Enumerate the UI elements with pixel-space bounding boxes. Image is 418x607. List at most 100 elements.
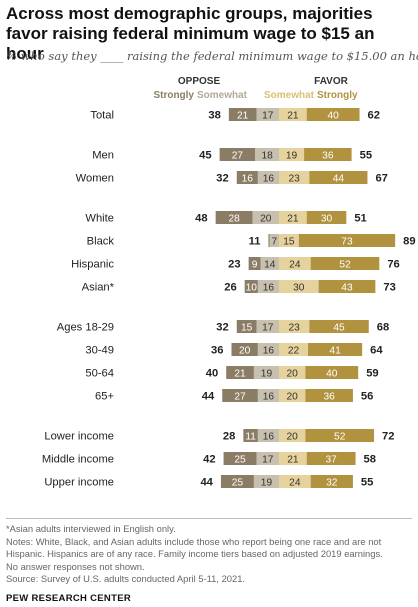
row-label: Hispanic: [71, 258, 114, 270]
bar-strongly-favor: [310, 475, 353, 488]
bar-somewhat-oppose: [253, 366, 279, 379]
label-somewhat-oppose: 18: [261, 150, 273, 161]
label-strongly-oppose: 20: [239, 345, 251, 356]
label-somewhat-favor: 20: [287, 391, 299, 402]
bar-strongly-favor: [305, 366, 359, 379]
label-somewhat-oppose: 20: [260, 213, 272, 224]
label-somewhat-oppose: 17: [262, 322, 274, 333]
bar-strongly-oppose: [226, 366, 254, 379]
bar-strongly-oppose: [248, 257, 261, 270]
bar-strongly-favor: [309, 320, 369, 333]
bar-strongly-oppose: [268, 234, 270, 247]
label-strongly-oppose: 27: [232, 150, 244, 161]
favor-total: 58: [364, 453, 376, 465]
bar-somewhat-favor: [279, 343, 309, 356]
label-somewhat-favor: 19: [286, 150, 298, 161]
label-strongly-oppose: 11: [245, 431, 256, 442]
label-strongly-favor: 36: [323, 391, 335, 402]
label-strongly-oppose: 15: [241, 322, 253, 333]
bar-somewhat-oppose: [256, 108, 279, 121]
label-somewhat-favor: 24: [289, 477, 301, 488]
bar-strongly-favor: [304, 148, 352, 161]
label-strongly-oppose: 28: [228, 213, 240, 224]
row-label: 50-64: [85, 367, 114, 379]
oppose-total: 48: [195, 212, 207, 224]
bar-somewhat-favor: [279, 211, 307, 224]
oppose-total: 32: [216, 321, 228, 333]
label-strongly-favor: 43: [341, 282, 353, 293]
label-somewhat-favor: 23: [289, 173, 301, 184]
label-strongly-favor: 45: [333, 322, 345, 333]
bar-somewhat-favor: [279, 171, 310, 184]
bar-strongly-favor: [306, 211, 347, 224]
notes: *Asian adults interviewed in English onl…: [6, 523, 414, 586]
bar-somewhat-favor: [279, 320, 310, 333]
label-somewhat-favor: 21: [287, 454, 299, 465]
oppose-total: 36: [211, 344, 223, 356]
label-strongly-oppose: 27: [234, 391, 246, 402]
favor-total: 55: [361, 476, 373, 488]
favor-total: 51: [354, 212, 366, 224]
legend-somewhat-favor: Somewhat: [264, 90, 315, 101]
bar-somewhat-oppose: [256, 452, 279, 465]
bar-somewhat-favor: [279, 257, 311, 270]
favor-total: 62: [368, 109, 380, 121]
bar-strongly-oppose: [215, 211, 253, 224]
label-strongly-oppose: 25: [234, 454, 246, 465]
favor-total: 89: [403, 235, 415, 247]
bar-somewhat-oppose: [257, 389, 279, 402]
label-strongly-favor: 44: [333, 173, 345, 184]
note-race: Notes: White, Black, and Asian adults in…: [6, 535, 382, 547]
oppose-total: 44: [200, 476, 213, 488]
label-strongly-oppose: 16: [242, 173, 254, 184]
bar-somewhat-oppose: [253, 475, 279, 488]
bar-somewhat-oppose: [257, 171, 279, 184]
label-strongly-favor: 36: [322, 150, 334, 161]
label-somewhat-oppose: 19: [261, 477, 273, 488]
bar-strongly-favor: [305, 389, 353, 402]
oppose-total: 42: [203, 453, 215, 465]
oppose-total: 40: [206, 367, 218, 379]
label-somewhat-favor: 15: [283, 236, 295, 247]
label-somewhat-favor: 20: [287, 368, 299, 379]
bar-strongly-oppose: [220, 475, 254, 488]
bar-strongly-oppose: [243, 429, 258, 442]
label-somewhat-oppose: 19: [261, 368, 273, 379]
label-somewhat-favor: 20: [287, 431, 299, 442]
bar-strongly-oppose: [219, 148, 256, 161]
label-somewhat-oppose: 17: [262, 454, 274, 465]
bar-somewhat-favor: [279, 452, 307, 465]
bar-somewhat-oppose: [257, 429, 279, 442]
bar-somewhat-favor: [279, 366, 306, 379]
favor-total: 67: [375, 172, 387, 184]
row-label: Upper income: [44, 476, 114, 488]
label-somewhat-favor: 30: [293, 282, 305, 293]
favor-total: 55: [360, 149, 372, 161]
bar-strongly-oppose: [244, 280, 258, 293]
oppose-header: OPPOSE: [178, 76, 221, 87]
favor-total: 68: [377, 321, 389, 333]
oppose-total: 32: [216, 172, 228, 184]
oppose-total: 26: [224, 281, 236, 293]
label-somewhat-favor: 23: [289, 322, 301, 333]
bar-strongly-favor: [318, 280, 376, 293]
label-somewhat-favor: 22: [288, 345, 300, 356]
label-strongly-oppose: 10: [246, 282, 258, 293]
label-strongly-oppose: 25: [232, 477, 244, 488]
row-label: White: [85, 212, 114, 224]
label-strongly-favor: 40: [326, 368, 338, 379]
row-label: Black: [87, 235, 115, 247]
note-hispanic: Hispanic. Hispanics are of any race. Fam…: [6, 548, 383, 560]
bar-somewhat-favor: [279, 280, 319, 293]
row-label: Total: [90, 109, 114, 121]
label-somewhat-oppose: 16: [263, 431, 275, 442]
label-somewhat-oppose: 16: [263, 345, 275, 356]
favor-header: FAVOR: [314, 76, 348, 87]
favor-total: 59: [366, 367, 378, 379]
label-strongly-favor: 41: [329, 345, 341, 356]
bar-strongly-favor: [308, 343, 363, 356]
note-no-answer: No answer responses not shown.: [6, 560, 145, 572]
oppose-total: 11: [249, 235, 261, 247]
bar-somewhat-oppose: [257, 280, 279, 293]
